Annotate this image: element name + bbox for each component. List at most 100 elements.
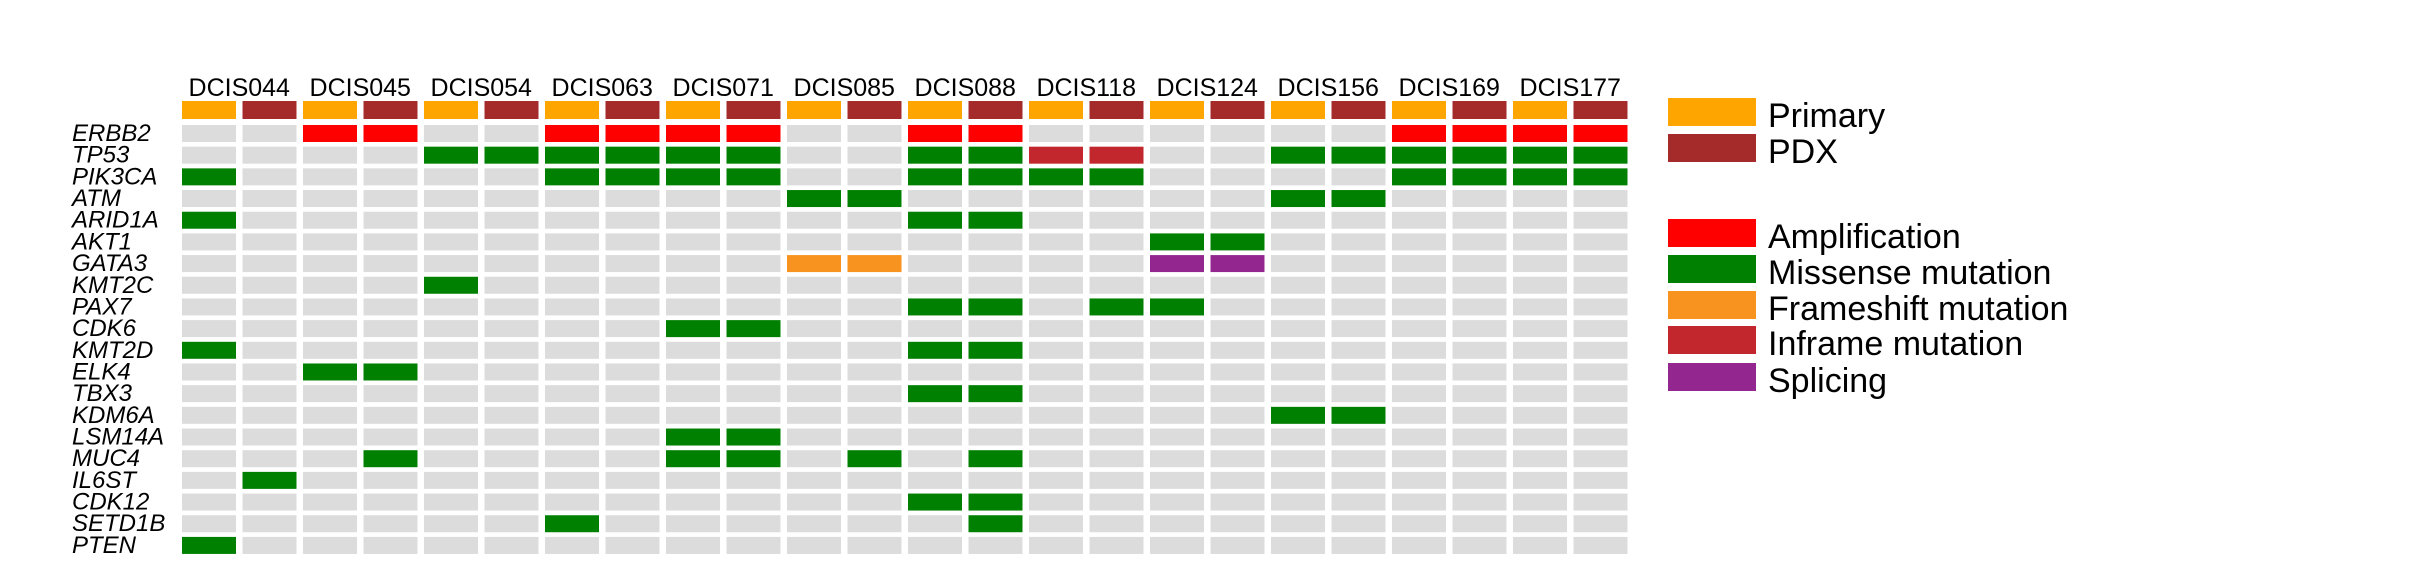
cell-setd1b-dcis124-primary xyxy=(1150,515,1204,533)
cell-elk4-dcis124-pdx xyxy=(1210,363,1265,381)
cell-setd1b-dcis088-pdx xyxy=(968,515,1023,533)
cell-setd1b-dcis063-primary xyxy=(545,515,599,533)
cell-tp53-dcis088-pdx xyxy=(968,146,1023,164)
cell-pik3ca-dcis045-primary xyxy=(303,168,357,186)
cell-pten-dcis118-pdx xyxy=(1089,536,1144,554)
cell-cdk6-dcis071-pdx xyxy=(726,320,781,338)
cell-gata3-dcis044-pdx xyxy=(242,255,297,273)
cell-arid1a-dcis085-pdx xyxy=(847,211,902,229)
cell-erbb2-dcis063-primary xyxy=(545,125,599,142)
sample-label-dcis177: DCIS177 xyxy=(1520,74,1621,102)
track-cell-dcis045-primary xyxy=(303,101,357,119)
cell-erbb2-dcis071-primary xyxy=(666,125,720,142)
cell-arid1a-dcis088-pdx xyxy=(968,211,1023,229)
cell-pten-dcis063-pdx xyxy=(605,536,660,554)
cell-tbx3-dcis088-pdx xyxy=(968,385,1023,403)
sample-label-dcis063: DCIS063 xyxy=(552,74,653,102)
cell-tbx3-dcis044-primary xyxy=(182,385,236,403)
cell-cdk6-dcis169-pdx xyxy=(1452,320,1507,338)
cell-kdm6a-dcis124-pdx xyxy=(1210,406,1265,424)
cell-muc4-dcis177-primary xyxy=(1513,450,1567,468)
cell-tbx3-dcis169-primary xyxy=(1392,385,1446,403)
cell-kmt2d-dcis085-primary xyxy=(787,341,841,359)
cell-muc4-dcis088-primary xyxy=(908,450,962,468)
cell-cdk6-dcis118-pdx xyxy=(1089,320,1144,338)
cell-kmt2c-dcis054-primary xyxy=(424,276,478,294)
cell-arid1a-dcis063-primary xyxy=(545,211,599,229)
cell-akt1-dcis124-primary xyxy=(1150,233,1204,251)
cell-akt1-dcis088-primary xyxy=(908,233,962,251)
cell-tp53-dcis071-pdx xyxy=(726,146,781,164)
cell-pax7-dcis071-pdx xyxy=(726,298,781,316)
cell-cdk12-dcis045-primary xyxy=(303,493,357,511)
cell-gata3-dcis085-pdx xyxy=(847,255,902,273)
cell-atm-dcis088-pdx xyxy=(968,190,1023,208)
sample-label-dcis169: DCIS169 xyxy=(1399,74,1500,102)
cell-atm-dcis169-primary xyxy=(1392,190,1446,208)
cell-elk4-dcis118-primary xyxy=(1029,363,1083,381)
legend-swatch-splicing xyxy=(1668,363,1756,391)
cell-cdk6-dcis169-primary xyxy=(1392,320,1446,338)
cell-elk4-dcis045-pdx xyxy=(363,363,418,381)
cell-muc4-dcis085-pdx xyxy=(847,450,902,468)
cell-pik3ca-dcis088-primary xyxy=(908,168,962,186)
cell-arid1a-dcis085-primary xyxy=(787,211,841,229)
cell-lsm14a-dcis169-primary xyxy=(1392,428,1446,446)
cell-tbx3-dcis063-pdx xyxy=(605,385,660,403)
cell-erbb2-dcis088-pdx xyxy=(968,125,1023,142)
cell-kmt2d-dcis054-pdx xyxy=(484,341,539,359)
cell-il6st-dcis169-primary xyxy=(1392,471,1446,489)
cell-erbb2-dcis169-primary xyxy=(1392,125,1446,142)
cell-atm-dcis124-primary xyxy=(1150,190,1204,208)
cell-kmt2c-dcis169-primary xyxy=(1392,276,1446,294)
cell-cdk12-dcis063-pdx xyxy=(605,493,660,511)
cell-cdk6-dcis156-pdx xyxy=(1331,320,1386,338)
cell-pax7-dcis124-primary xyxy=(1150,298,1204,316)
legend-label-missense-mutation: Missense mutation xyxy=(1768,254,2051,292)
cell-arid1a-dcis071-pdx xyxy=(726,211,781,229)
cell-pax7-dcis063-pdx xyxy=(605,298,660,316)
gene-label-akt1: AKT1 xyxy=(70,228,132,255)
legend-swatch-missense-mutation xyxy=(1668,255,1756,283)
cell-pax7-dcis045-pdx xyxy=(363,298,418,316)
cell-pten-dcis088-pdx xyxy=(968,536,1023,554)
cell-il6st-dcis124-primary xyxy=(1150,471,1204,489)
cell-pten-dcis118-primary xyxy=(1029,536,1083,554)
cell-elk4-dcis054-primary xyxy=(424,363,478,381)
cell-elk4-dcis063-primary xyxy=(545,363,599,381)
track-cell-dcis169-primary xyxy=(1392,101,1446,119)
cell-cdk6-dcis044-primary xyxy=(182,320,236,338)
legend-label-pdx: PDX xyxy=(1768,133,1838,171)
cell-tbx3-dcis118-primary xyxy=(1029,385,1083,403)
cell-tp53-dcis085-primary xyxy=(787,146,841,164)
cell-tp53-dcis118-primary xyxy=(1029,146,1083,164)
cell-cdk12-dcis044-primary xyxy=(182,493,236,511)
cell-gata3-dcis169-primary xyxy=(1392,255,1446,273)
cell-kdm6a-dcis063-primary xyxy=(545,406,599,424)
cell-pax7-dcis044-primary xyxy=(182,298,236,316)
gene-label-pax7: PAX7 xyxy=(72,293,133,320)
cell-tbx3-dcis118-pdx xyxy=(1089,385,1144,403)
cell-arid1a-dcis169-pdx xyxy=(1452,211,1507,229)
cell-kmt2d-dcis045-primary xyxy=(303,341,357,359)
cell-muc4-dcis063-primary xyxy=(545,450,599,468)
cell-pik3ca-dcis085-pdx xyxy=(847,168,902,186)
cell-il6st-dcis054-primary xyxy=(424,471,478,489)
cell-tbx3-dcis063-primary xyxy=(545,385,599,403)
cell-il6st-dcis156-pdx xyxy=(1331,471,1386,489)
gene-label-setd1b: SETD1B xyxy=(72,510,165,537)
cell-muc4-dcis156-pdx xyxy=(1331,450,1386,468)
cell-kmt2d-dcis044-primary xyxy=(182,341,236,359)
cell-cdk6-dcis085-primary xyxy=(787,320,841,338)
cell-atm-dcis063-primary xyxy=(545,190,599,208)
cell-lsm14a-dcis063-pdx xyxy=(605,428,660,446)
cell-erbb2-dcis118-primary xyxy=(1029,125,1083,142)
cell-akt1-dcis118-primary xyxy=(1029,233,1083,251)
cell-lsm14a-dcis169-pdx xyxy=(1452,428,1507,446)
cell-il6st-dcis045-primary xyxy=(303,471,357,489)
cell-akt1-dcis169-primary xyxy=(1392,233,1446,251)
track-cell-dcis169-pdx xyxy=(1452,101,1507,119)
cell-tp53-dcis156-pdx xyxy=(1331,146,1386,164)
cell-arid1a-dcis156-pdx xyxy=(1331,211,1386,229)
cell-arid1a-dcis054-primary xyxy=(424,211,478,229)
